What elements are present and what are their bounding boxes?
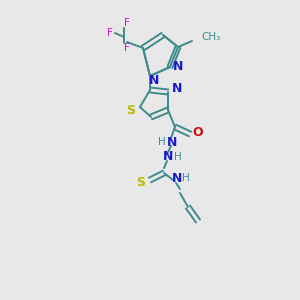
Text: H: H [174, 152, 182, 162]
Text: F: F [107, 28, 113, 38]
Text: S: S [127, 103, 136, 116]
Text: N: N [173, 59, 183, 73]
Text: N: N [149, 74, 159, 88]
Text: S: S [136, 176, 146, 188]
Text: N: N [167, 136, 177, 148]
Text: N: N [163, 151, 173, 164]
Text: N: N [172, 82, 182, 95]
Text: O: O [193, 127, 203, 140]
Text: CH₃: CH₃ [201, 32, 220, 42]
Text: F: F [124, 43, 130, 53]
Text: F: F [124, 18, 130, 28]
Text: N: N [172, 172, 182, 184]
Text: H: H [158, 137, 166, 147]
Text: H: H [182, 173, 190, 183]
